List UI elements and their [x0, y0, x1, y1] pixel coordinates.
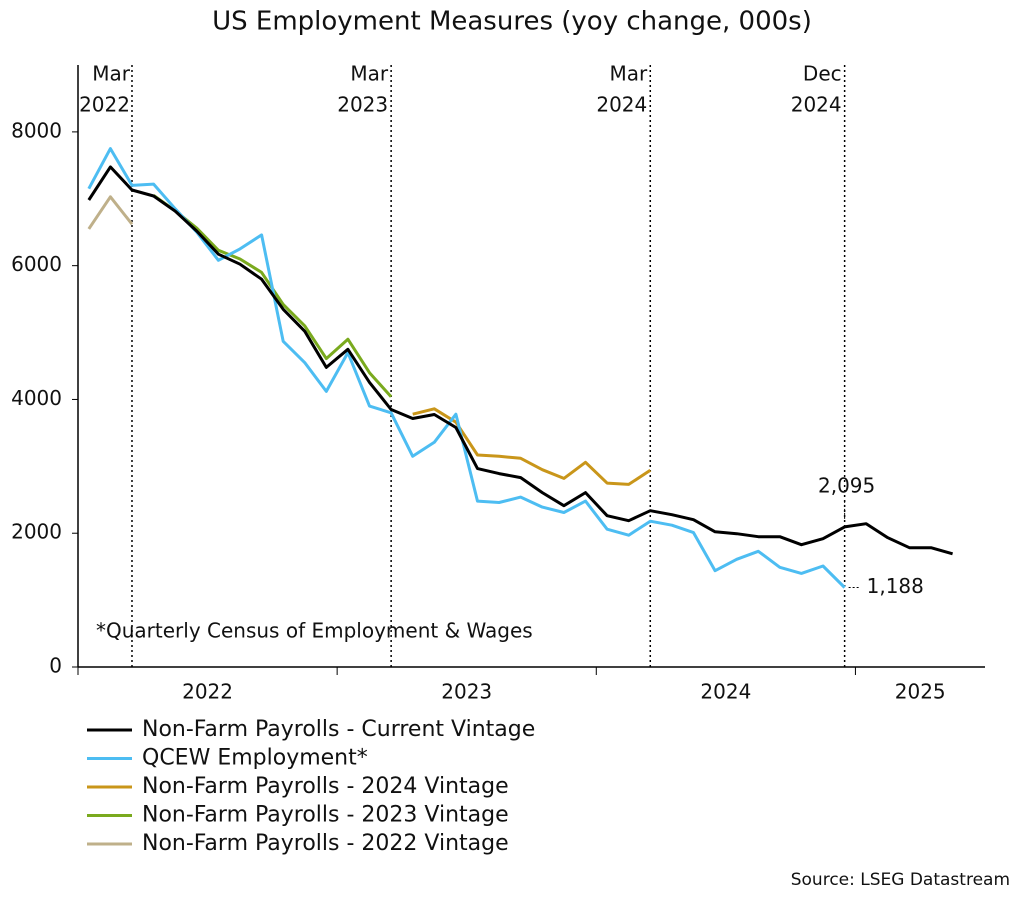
y-tick-label: 2000 — [11, 520, 62, 544]
reference-label: 2024 — [596, 93, 647, 117]
chart-title: US Employment Measures (yoy change, 000s… — [212, 7, 812, 37]
y-tick-label: 0 — [49, 654, 62, 678]
note: *Quarterly Census of Employment & Wages — [96, 619, 533, 643]
data-label: 2,095 — [818, 473, 875, 497]
series-line — [412, 407, 652, 486]
x-tick-label: 2025 — [895, 680, 946, 704]
legend-label: Non-Farm Payrolls - Current Vintage — [142, 717, 535, 742]
series-line — [87, 147, 846, 589]
reference-label: 2023 — [337, 93, 388, 117]
reference-label: 2024 — [791, 93, 842, 117]
y-tick-label: 6000 — [11, 252, 62, 276]
legend-label: Non-Farm Payrolls - 2022 Vintage — [142, 831, 509, 856]
reference-label: Mar — [350, 62, 389, 86]
x-tick-label: 2022 — [182, 680, 233, 704]
data-label: 1,188 — [867, 574, 924, 598]
legend-label: Non-Farm Payrolls - 2024 Vintage — [142, 774, 509, 799]
reference-label: Mar — [610, 62, 649, 86]
reference-label: 2022 — [79, 93, 130, 117]
reference-label: Dec — [803, 62, 842, 86]
series-line — [87, 165, 954, 556]
legend-label: Non-Farm Payrolls - 2023 Vintage — [142, 803, 509, 828]
y-tick-label: 8000 — [11, 118, 62, 142]
legend-label: QCEW Employment* — [142, 746, 368, 771]
reference-label: Mar — [92, 62, 131, 86]
x-tick-label: 2023 — [441, 680, 492, 704]
series-line — [87, 195, 134, 230]
y-tick-label: 4000 — [11, 386, 62, 410]
x-tick-label: 2024 — [700, 680, 751, 704]
source: Source: LSEG Datastream — [791, 870, 1010, 890]
